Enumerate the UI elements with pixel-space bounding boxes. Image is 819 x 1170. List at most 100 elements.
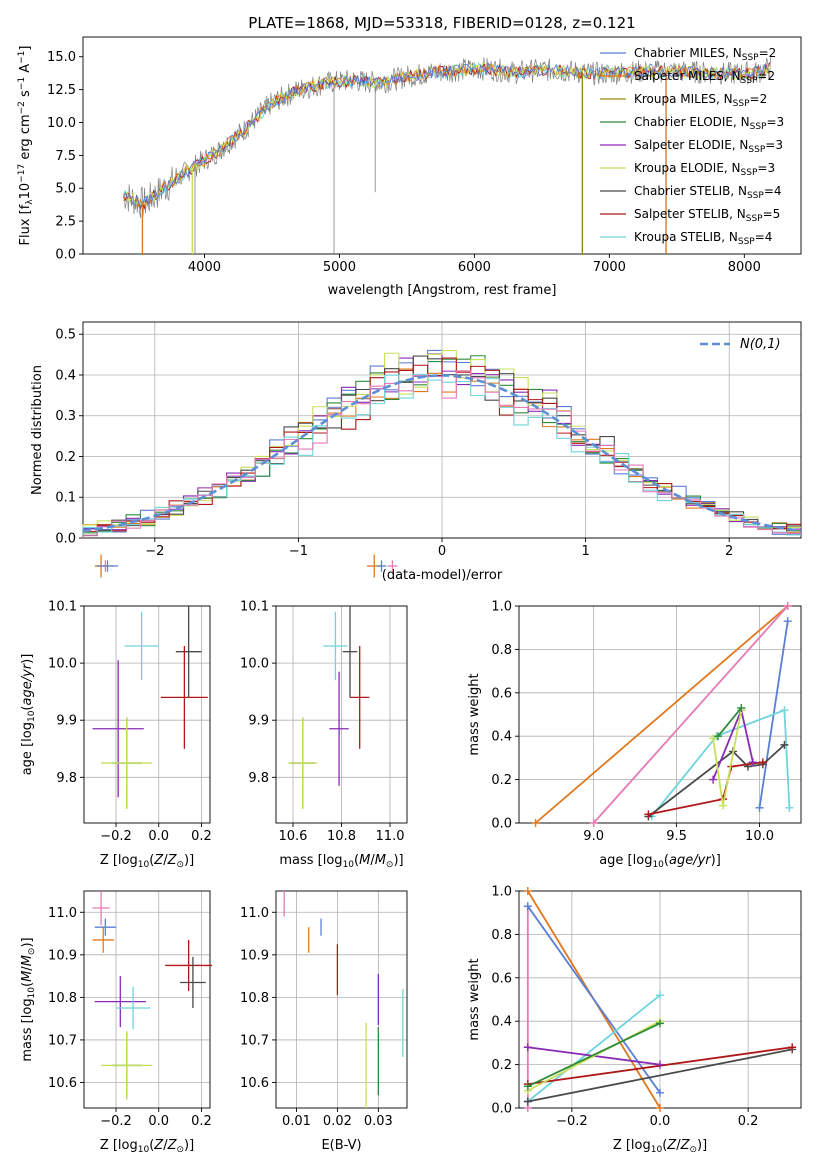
x-tick-label: 10.0 bbox=[745, 829, 774, 844]
y-tick-label: 0.0 bbox=[55, 532, 76, 547]
x-tick-label: −0.2 bbox=[556, 1114, 588, 1129]
mass-weight-marker bbox=[709, 734, 718, 743]
y-tick-label: 11.0 bbox=[48, 906, 77, 921]
mass-weight-marker bbox=[656, 1019, 664, 1028]
y-tick-label: 0.5 bbox=[55, 328, 76, 343]
mass-weight-marker bbox=[737, 703, 746, 712]
y-tick-label: 10.1 bbox=[48, 600, 77, 615]
x-tick-label: −0.2 bbox=[100, 829, 132, 844]
mass-weight-marker bbox=[783, 617, 792, 626]
y-tick-label: 2.5 bbox=[55, 215, 76, 230]
y-tick-label: 10.1 bbox=[240, 600, 269, 615]
x-tick-label: 10.6 bbox=[279, 829, 308, 844]
mass-weight-marker bbox=[709, 775, 718, 784]
panel-mass-vs-EBV bbox=[272, 890, 408, 1112]
x-axis-label: Z [log10(Z/Z⊙)] bbox=[613, 1138, 707, 1155]
y-tick-label: 0.0 bbox=[491, 817, 512, 832]
x-tick-label: 11.0 bbox=[376, 829, 405, 844]
x-axis-label: age [log10(age/yr)] bbox=[599, 853, 721, 870]
mass-weight-marker bbox=[523, 1082, 532, 1091]
panel-age-vs-Z bbox=[80, 605, 211, 827]
axes-frame bbox=[83, 890, 211, 1109]
y-tick-label: 0.4 bbox=[55, 368, 76, 383]
y-tick-label: 0.6 bbox=[491, 971, 512, 986]
mass-weight-line bbox=[592, 605, 789, 824]
y-tick-label: 9.8 bbox=[248, 771, 269, 786]
mass-weight-marker bbox=[531, 819, 540, 827]
legend-entry: Chabrier STELIB, NSSP=4 bbox=[634, 184, 782, 201]
x-tick-label: −1 bbox=[289, 544, 308, 559]
y-tick-label: 9.9 bbox=[248, 714, 269, 729]
y-tick-label: 9.9 bbox=[56, 714, 77, 729]
y-tick-label: 1.0 bbox=[491, 885, 512, 900]
x-axis-label: Z [log10(Z/Z⊙)] bbox=[100, 853, 194, 870]
x-tick-label: 2 bbox=[725, 544, 733, 559]
x-tick-label: 6000 bbox=[458, 260, 491, 275]
panel-age-vs-mass bbox=[272, 605, 408, 827]
x-tick-label: 0.2 bbox=[191, 829, 212, 844]
mass-weight-marker bbox=[589, 819, 598, 827]
x-axis-label: (data-model)/error bbox=[382, 568, 503, 583]
y-tick-label: 0.2 bbox=[491, 773, 512, 788]
x-axis-label: Z [log10(Z/Z⊙)] bbox=[100, 1138, 194, 1155]
x-tick-label: 0.2 bbox=[191, 1114, 212, 1129]
mass-weight-marker bbox=[758, 758, 767, 767]
mass-weight-line bbox=[712, 707, 754, 780]
axes-frame bbox=[518, 605, 802, 824]
legend-entry: Kroupa MILES, NSSP=2 bbox=[634, 92, 767, 109]
x-tick-label: 1 bbox=[581, 544, 589, 559]
mass-weight-line bbox=[527, 1048, 793, 1103]
y-tick-label: 10.9 bbox=[48, 948, 77, 963]
legend-entry: Kroupa ELODIE, NSSP=3 bbox=[634, 161, 775, 178]
mass-weight-marker bbox=[656, 1088, 664, 1097]
y-axis-label: Flux [fλ10−17 erg cm−2 s−1 A−1] bbox=[17, 46, 35, 246]
x-tick-label: 10.8 bbox=[327, 829, 356, 844]
mass-weight-line bbox=[527, 1022, 661, 1088]
mass-weight-marker bbox=[644, 810, 653, 819]
mass-weight-marker bbox=[714, 732, 723, 741]
y-tick-label: 10.0 bbox=[48, 657, 77, 672]
x-tick-label: 0 bbox=[438, 544, 446, 559]
x-tick-label: 0.01 bbox=[282, 1114, 311, 1129]
x-axis-label: mass [log10(M/M⊙)] bbox=[279, 853, 403, 870]
y-tick-label: 0.0 bbox=[491, 1102, 512, 1117]
y-tick-label: 0.4 bbox=[491, 1015, 512, 1030]
x-tick-label: −0.2 bbox=[100, 1114, 132, 1129]
axes-frame bbox=[275, 890, 408, 1109]
y-tick-label: 10.8 bbox=[48, 991, 77, 1006]
x-tick-label: 0.2 bbox=[738, 1114, 759, 1129]
legend-entry: Salpeter ELODIE, NSSP=3 bbox=[634, 138, 783, 155]
mass-weight-line bbox=[651, 708, 791, 818]
panel-residuals bbox=[79, 321, 802, 542]
mass-weight-marker bbox=[656, 991, 664, 1000]
y-tick-label: 10.6 bbox=[48, 1076, 77, 1091]
panel-massweight-vs-Z bbox=[515, 890, 802, 1112]
legend-entry: N(0,1) bbox=[740, 337, 781, 352]
legend-entry: Chabrier MILES, NSSP=2 bbox=[634, 46, 776, 63]
y-tick-label: 0.1 bbox=[55, 491, 76, 506]
y-tick-label: 10.0 bbox=[240, 657, 269, 672]
y-tick-label: 0.0 bbox=[55, 248, 76, 263]
y-tick-label: 1.0 bbox=[491, 600, 512, 615]
legend-entry: Salpeter STELIB, NSSP=5 bbox=[634, 207, 780, 224]
x-tick-label: 0.02 bbox=[323, 1114, 352, 1129]
y-tick-label: 12.5 bbox=[47, 83, 76, 98]
y-tick-label: 7.5 bbox=[55, 149, 76, 164]
y-tick-label: 10.6 bbox=[240, 1076, 269, 1091]
mass-weight-line bbox=[527, 1020, 661, 1092]
y-tick-label: 0.2 bbox=[491, 1058, 512, 1073]
gaussian-curve bbox=[82, 374, 802, 533]
legend-entry: Kroupa STELIB, NSSP=4 bbox=[634, 230, 772, 247]
y-tick-label: 9.8 bbox=[56, 771, 77, 786]
mass-weight-marker bbox=[780, 740, 789, 749]
x-tick-label: 0.03 bbox=[364, 1114, 393, 1129]
panel-spectrum bbox=[79, 36, 802, 258]
y-axis-label: mass weight bbox=[467, 958, 482, 1040]
y-tick-label: 0.6 bbox=[491, 686, 512, 701]
mass-weight-marker bbox=[523, 887, 532, 895]
x-tick-label: 0.0 bbox=[148, 1114, 169, 1129]
y-tick-label: 5.0 bbox=[55, 182, 76, 197]
y-tick-label: 10.9 bbox=[240, 948, 269, 963]
chart-title: PLATE=1868, MJD=53318, FIBERID=0128, z=0… bbox=[248, 14, 635, 32]
x-tick-label: 5000 bbox=[323, 260, 356, 275]
